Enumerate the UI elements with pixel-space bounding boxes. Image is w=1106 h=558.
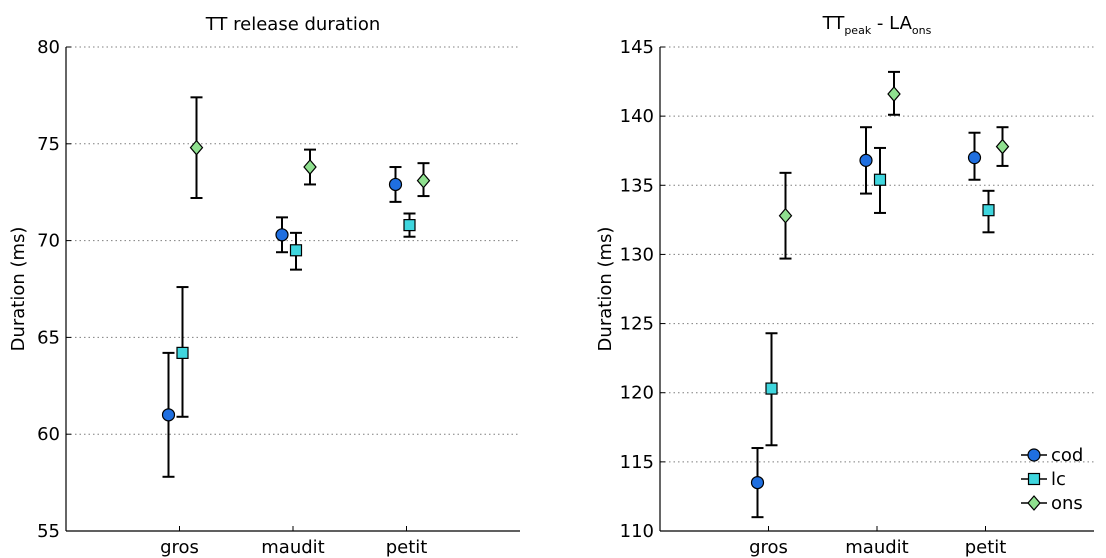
chart-title: TT release duration bbox=[205, 14, 381, 35]
point-lc bbox=[982, 204, 995, 217]
x-tick-label: gros bbox=[749, 537, 788, 558]
point-cod bbox=[750, 476, 765, 490]
x-tick-label: gros bbox=[160, 537, 199, 558]
legend-marker-lc bbox=[1027, 472, 1041, 486]
y-tick-label: 145 bbox=[620, 37, 654, 58]
y-tick-label: 65 bbox=[37, 327, 60, 348]
point-ons bbox=[778, 207, 793, 224]
y-tick-label: 75 bbox=[37, 134, 60, 155]
point-cod bbox=[859, 153, 873, 167]
y-tick-label: 140 bbox=[620, 106, 654, 127]
legend-label-ons: ons bbox=[1051, 493, 1083, 514]
y-axis-label: Duration (ms) bbox=[595, 227, 616, 352]
y-tick-label: 115 bbox=[620, 452, 654, 473]
x-tick-label: maudit bbox=[261, 537, 324, 558]
point-cod bbox=[388, 177, 403, 192]
title-subscript: peak bbox=[844, 24, 871, 37]
y-tick-label: 120 bbox=[620, 383, 654, 404]
point-lc bbox=[289, 244, 303, 257]
y-tick-label: 70 bbox=[37, 231, 60, 252]
x-tick-label: petit bbox=[965, 537, 1007, 558]
point-lc bbox=[176, 346, 189, 359]
y-tick-label: 55 bbox=[37, 521, 60, 542]
legend-label-lc: lc bbox=[1051, 469, 1066, 490]
right-chart-panel: 110 115 120 125 130 135 140 145 gros maudit petit D… bbox=[595, 13, 1094, 558]
point-lc bbox=[765, 382, 778, 395]
legend-marker-cod bbox=[1027, 448, 1041, 462]
point-cod bbox=[275, 228, 289, 242]
point-cod bbox=[967, 151, 982, 165]
title-part: TT bbox=[822, 13, 846, 34]
y-axis-label: Duration (ms) bbox=[8, 227, 29, 352]
point-ons bbox=[995, 138, 1010, 155]
point-cod bbox=[161, 408, 176, 422]
title-part: LA bbox=[889, 13, 912, 34]
point-ons bbox=[303, 159, 317, 175]
y-tick-label: 135 bbox=[620, 175, 654, 196]
y-tick-label: 125 bbox=[620, 314, 654, 335]
point-ons bbox=[189, 139, 204, 156]
y-tick-label: 60 bbox=[37, 424, 60, 445]
point-ons bbox=[887, 86, 901, 102]
x-tick-label: maudit bbox=[845, 537, 908, 558]
chart-title: TTpeak - LAons bbox=[822, 13, 932, 37]
y-tick-label: 110 bbox=[620, 521, 654, 542]
title-subscript: ons bbox=[912, 24, 932, 37]
point-ons bbox=[416, 172, 431, 189]
legend-label-cod: cod bbox=[1051, 445, 1083, 466]
y-tick-label: 80 bbox=[37, 37, 60, 58]
title-part: - bbox=[871, 13, 889, 34]
point-lc bbox=[873, 173, 887, 186]
left-chart-panel: 55 60 65 70 75 80 gros maudit petit Duration (ms)… bbox=[8, 14, 520, 558]
legend: cod lc ons bbox=[1021, 445, 1083, 514]
point-lc bbox=[403, 219, 416, 232]
legend-marker-ons bbox=[1027, 495, 1041, 511]
y-tick-label: 130 bbox=[620, 244, 654, 265]
x-tick-label: petit bbox=[386, 537, 428, 558]
